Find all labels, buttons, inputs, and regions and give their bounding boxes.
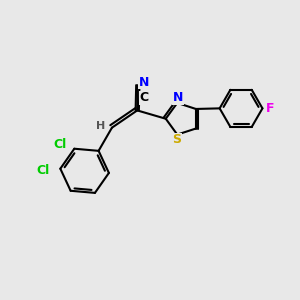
Text: H: H	[96, 121, 105, 131]
Text: N: N	[173, 91, 183, 104]
Text: N: N	[139, 76, 149, 89]
Text: Cl: Cl	[54, 138, 67, 151]
Text: S: S	[172, 134, 181, 146]
Text: Cl: Cl	[37, 164, 50, 177]
Text: F: F	[266, 102, 275, 115]
Text: C: C	[139, 92, 148, 104]
